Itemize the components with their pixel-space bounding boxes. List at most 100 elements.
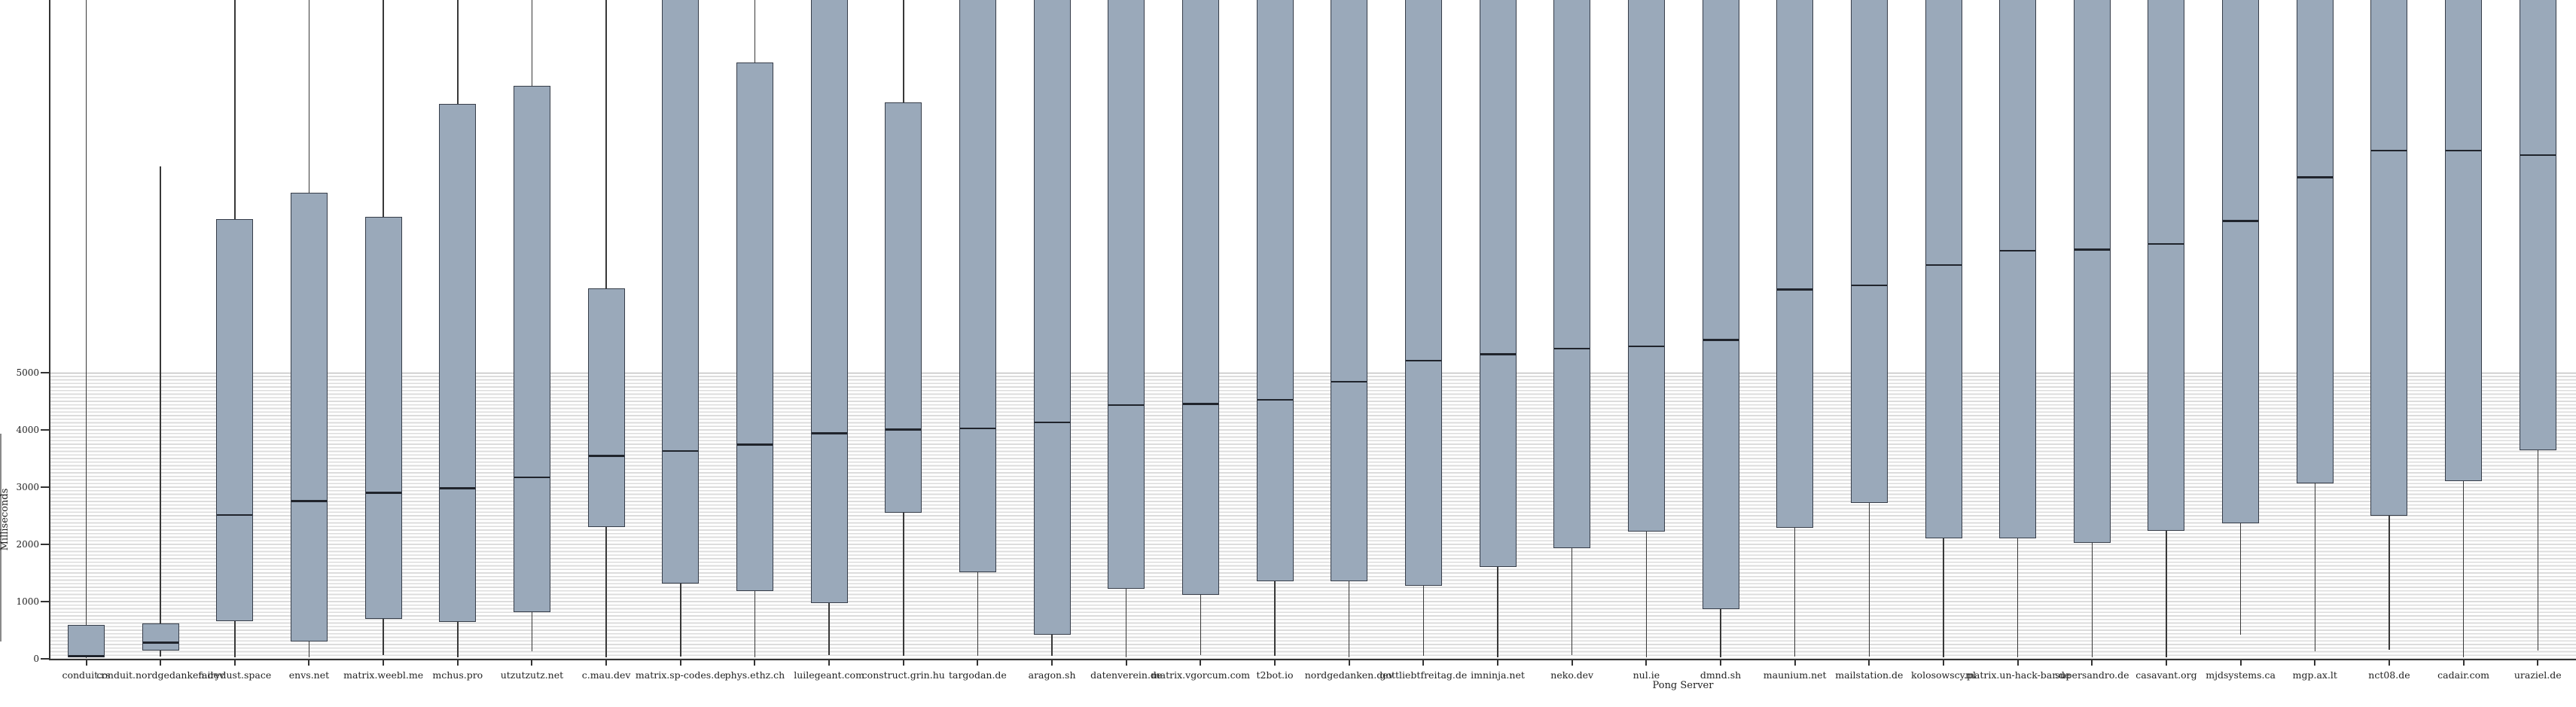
whisker-line <box>160 166 161 657</box>
box-iqr <box>2296 0 2334 483</box>
box-iqr <box>1108 0 1145 589</box>
box-iqr <box>142 623 179 651</box>
median-line <box>142 641 178 644</box>
box-iqr <box>885 102 922 513</box>
box-iqr <box>810 0 848 604</box>
median-line <box>217 513 253 517</box>
x-tick-mark <box>1571 660 1573 666</box>
y-tick-mark <box>41 429 50 431</box>
y-tick-label: 0 <box>33 654 39 664</box>
box-iqr <box>1479 0 1517 567</box>
x-tick-label: envs.net <box>288 669 330 681</box>
x-axis-title: Pong Server <box>1652 680 1714 691</box>
box-iqr <box>736 62 773 591</box>
median-line <box>1777 288 1813 291</box>
median-line <box>811 432 847 434</box>
x-tick-label: mchus.pro <box>432 669 483 681</box>
x-tick-mark <box>85 660 87 666</box>
y-tick-mark <box>41 658 50 660</box>
x-tick-mark <box>1943 660 1944 666</box>
median-line <box>1034 421 1070 424</box>
x-tick-mark <box>2239 660 2242 666</box>
x-tick-label: fairydust.space <box>198 669 272 681</box>
x-tick-label: construct.grin.hu <box>861 669 945 681</box>
x-tick-label: kolosowscy.pl <box>1910 669 1977 681</box>
box-iqr <box>364 217 402 619</box>
median-line <box>1554 347 1590 350</box>
x-tick-mark <box>1868 660 1870 666</box>
x-tick-label: mgp.ax.lt <box>2292 669 2337 681</box>
median-line <box>1405 359 1441 362</box>
median-line <box>2223 220 2259 222</box>
x-tick-label: datenverein.de <box>1090 669 1163 681</box>
median-line <box>2148 242 2184 245</box>
x-tick-mark <box>679 660 681 666</box>
median-line <box>588 455 624 457</box>
y-tick-mark <box>41 544 50 545</box>
median-line <box>1331 380 1367 383</box>
x-tick-label: nul.ie <box>1632 669 1660 681</box>
x-tick-label: targodan.de <box>948 669 1007 681</box>
median-line <box>440 487 476 489</box>
median-line <box>2520 154 2556 157</box>
box-iqr <box>1181 0 1219 595</box>
x-tick-mark <box>828 660 831 666</box>
median-line <box>736 443 773 446</box>
x-tick-mark <box>1497 660 1499 666</box>
x-tick-mark <box>1274 660 1276 666</box>
median-line <box>1182 403 1218 405</box>
x-tick-mark <box>160 660 162 666</box>
x-tick-mark <box>1348 660 1350 666</box>
x-tick-label: conduit.rs <box>62 669 111 681</box>
y-tick-mark <box>41 486 50 488</box>
x-tick-label: casavant.org <box>2135 669 2197 681</box>
box-iqr <box>1404 0 1442 586</box>
x-tick-label: maunium.net <box>1763 669 1827 681</box>
median-line <box>959 427 995 430</box>
median-line <box>663 449 699 453</box>
x-tick-mark <box>383 660 385 666</box>
box-iqr <box>2222 0 2260 523</box>
median-line <box>2446 149 2482 152</box>
x-tick-label: nct08.de <box>2368 669 2410 681</box>
box-iqr <box>1925 0 1962 539</box>
x-tick-label: nordgedanken.dev <box>1304 669 1394 681</box>
median-line <box>1703 339 1739 341</box>
box-iqr <box>587 288 625 528</box>
box-iqr <box>1256 0 1294 582</box>
box-iqr <box>2519 0 2556 450</box>
median-line <box>1851 284 1887 287</box>
x-tick-label: c.mau.dev <box>581 669 631 681</box>
x-tick-mark <box>1794 660 1796 666</box>
median-line <box>1480 353 1516 355</box>
x-tick-label: neko.dev <box>1550 669 1594 681</box>
box-iqr <box>1331 0 1368 582</box>
median-line <box>2371 149 2407 152</box>
box-iqr <box>290 192 328 642</box>
x-tick-mark <box>1720 660 1722 666</box>
box-iqr <box>68 625 105 658</box>
y-tick-mark <box>41 372 50 373</box>
x-tick-mark <box>1200 660 1202 666</box>
x-tick-label: supersandro.de <box>2055 669 2129 681</box>
x-tick-label: utzutzutz.net <box>500 669 564 681</box>
box-iqr <box>1553 0 1591 549</box>
y-tick-mark <box>41 601 50 602</box>
x-tick-label: aragon.sh <box>1028 669 1076 681</box>
x-tick-mark <box>1645 660 1648 666</box>
left-edge-cropped-line <box>0 434 2 641</box>
x-tick-label: luilegeant.com <box>794 669 864 681</box>
x-tick-mark <box>2388 660 2390 666</box>
box-iqr <box>959 0 996 573</box>
x-tick-label: matrix.weebl.me <box>343 669 424 681</box>
x-tick-mark <box>1422 660 1425 666</box>
x-tick-label: gottliebtfreitag.de <box>1379 669 1468 681</box>
median-line <box>514 476 550 479</box>
x-tick-mark <box>1125 660 1127 666</box>
grid-band-region <box>50 373 2576 659</box>
x-tick-mark <box>308 660 310 666</box>
x-axis-line <box>49 659 2576 660</box>
x-tick-mark <box>1051 660 1053 666</box>
box-iqr <box>439 103 477 622</box>
median-line <box>1257 398 1293 401</box>
